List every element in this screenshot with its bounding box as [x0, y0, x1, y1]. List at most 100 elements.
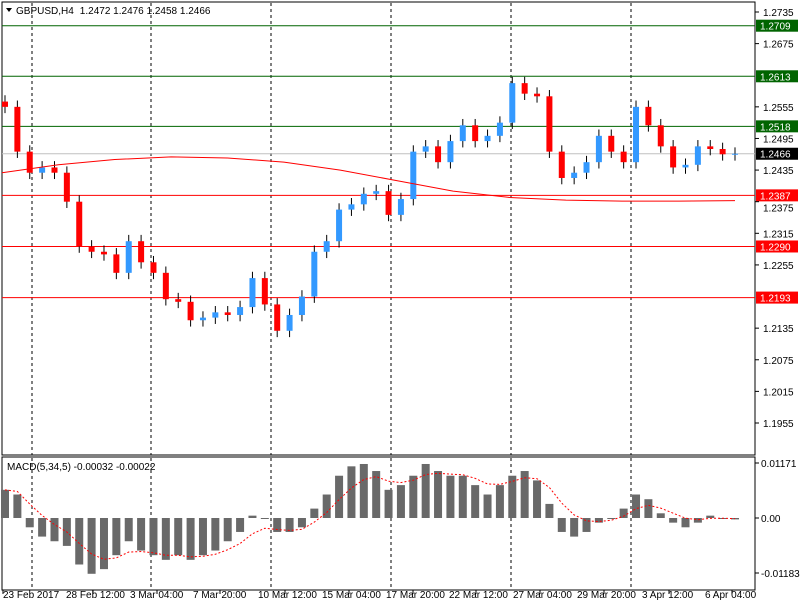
candle-body: [608, 135, 615, 152]
macd-bar: [656, 513, 665, 518]
x-tick-label: 3 Apr 12:00: [642, 590, 694, 600]
candle-body: [682, 164, 689, 168]
candle-body: [224, 312, 231, 315]
candle-body: [39, 167, 46, 173]
price-level-label: 1.2613: [760, 72, 791, 83]
candle-body: [583, 162, 590, 173]
candle-body: [298, 296, 305, 315]
dropdown-triangle-icon[interactable]: [6, 8, 12, 12]
candle-body: [175, 299, 182, 302]
macd-bar: [260, 518, 269, 519]
x-tick-label: 28 Feb 12:00: [66, 590, 125, 600]
macd-bar: [582, 518, 591, 532]
candle-body: [558, 151, 565, 178]
candle-body: [732, 153, 738, 155]
candle-body: [336, 209, 343, 242]
candle-body: [311, 251, 318, 297]
macd-bar: [570, 518, 579, 537]
candle-body: [657, 125, 664, 147]
macd-bar: [359, 463, 368, 518]
macd-bar: [706, 515, 715, 518]
candle-body: [620, 151, 627, 163]
y-tick-label: 1.2375: [763, 203, 794, 214]
macd-bar: [161, 518, 170, 560]
macd-bar: [446, 475, 455, 518]
macd-bar: [297, 518, 306, 528]
candle-body: [373, 191, 380, 194]
macd-bar: [25, 518, 34, 528]
macd-bar: [557, 518, 566, 532]
y-tick-label: 1.2075: [763, 356, 794, 367]
candle-body: [633, 106, 640, 163]
candle-body: [162, 272, 169, 300]
macd-tick-label: 0.01171: [761, 459, 797, 470]
candle-body: [187, 301, 194, 321]
macd-bar: [632, 494, 641, 518]
x-tick-label: 22 Mar 12:00: [449, 590, 508, 600]
candle-body: [348, 204, 355, 210]
candle-body: [63, 172, 70, 202]
candle-body: [26, 151, 33, 173]
macd-bar: [607, 518, 616, 519]
macd-bar: [409, 475, 418, 518]
macd-bar: [471, 485, 480, 518]
candle-body: [571, 172, 578, 178]
candle-body: [546, 96, 553, 152]
macd-bar: [248, 515, 257, 518]
macd-label: MACD(5,34,5) -0.00032 -0.00022: [7, 462, 156, 473]
y-tick-label: 1.2555: [763, 103, 794, 114]
candle-body: [261, 278, 268, 305]
macd-bar: [619, 508, 628, 518]
macd-bar: [75, 518, 84, 565]
x-tick-label: 7 Mar 20:00: [193, 590, 247, 600]
x-tick-label: 29 Mar 20:00: [577, 590, 636, 600]
price-level-badge: [756, 291, 798, 304]
macd-bar: [681, 518, 690, 528]
macd-bar: [396, 485, 405, 518]
candle-body: [670, 146, 677, 168]
candle-body: [447, 141, 454, 163]
candle-body: [509, 83, 516, 123]
macd-bar: [545, 503, 554, 518]
candle-body: [459, 125, 466, 142]
macd-bar: [223, 518, 232, 542]
macd-bar: [310, 508, 319, 518]
candle-body: [14, 106, 21, 152]
macd-bar: [87, 518, 96, 574]
y-tick-label: 1.2735: [763, 8, 794, 19]
x-tick-label: 15 Mar 04:00: [322, 590, 381, 600]
candle-body: [2, 101, 8, 107]
macd-bar: [731, 518, 739, 520]
y-tick-label: 1.2435: [763, 166, 794, 177]
macd-bar: [50, 518, 59, 542]
candle-body: [521, 83, 528, 94]
macd-bar: [137, 518, 146, 551]
candle-body: [199, 317, 206, 321]
macd-bar: [198, 518, 207, 556]
x-tick-label: 23 Feb 2017: [3, 590, 60, 600]
candle-body: [274, 304, 281, 331]
price-level-label: 1.2290: [760, 242, 791, 253]
x-tick-label: 17 Mar 20:00: [386, 590, 445, 600]
price-level-badge: [756, 147, 798, 160]
macd-bar: [322, 494, 331, 518]
x-tick-label: 6 Apr 04:00: [705, 590, 757, 600]
candle-body: [707, 146, 714, 149]
macd-bar: [13, 494, 22, 518]
price-level-badge: [756, 189, 798, 202]
macd-bar: [285, 518, 294, 532]
candle-body: [472, 125, 479, 142]
macd-bar: [186, 518, 195, 560]
candle-body: [397, 199, 404, 215]
price-level-label: 1.2193: [760, 294, 791, 305]
macd-bar: [594, 518, 603, 523]
macd-bar: [112, 518, 121, 556]
price-level-badge: [756, 120, 798, 133]
macd-bar: [458, 475, 467, 518]
y-tick-label: 1.2675: [763, 40, 794, 51]
candle-body: [286, 314, 293, 331]
candle-body: [237, 307, 244, 315]
y-tick-label: 1.2255: [763, 261, 794, 272]
